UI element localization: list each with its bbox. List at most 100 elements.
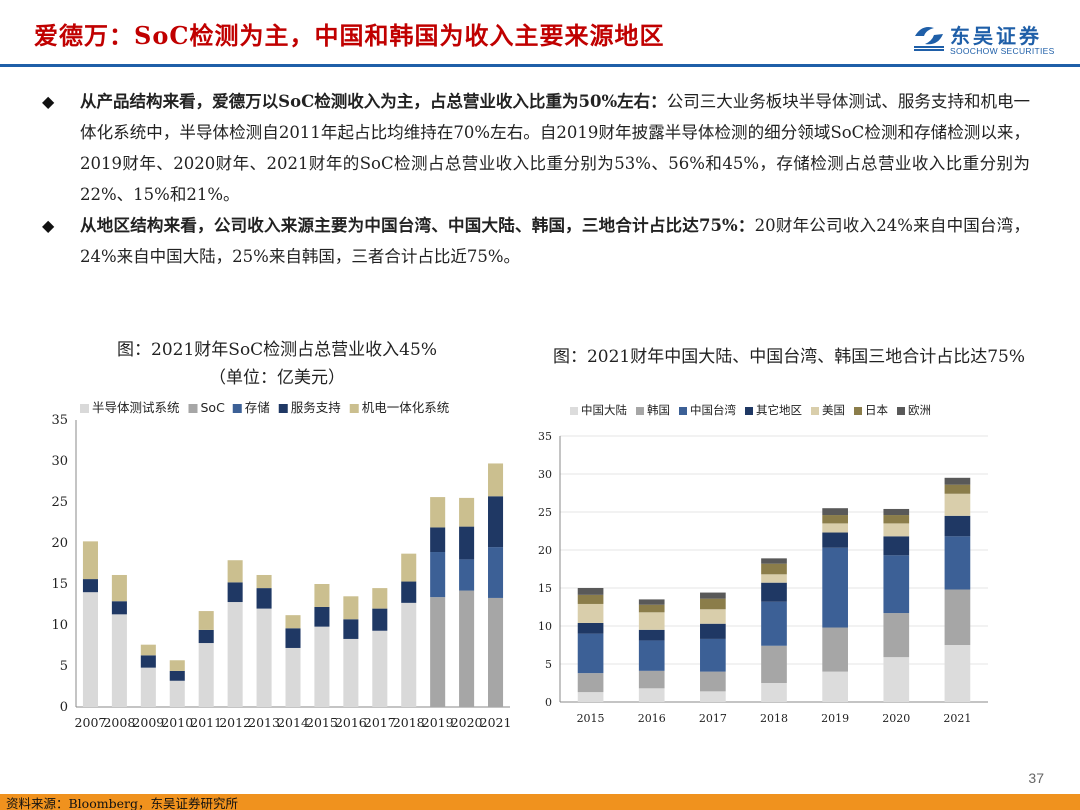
- bar-segment: [198, 643, 214, 707]
- legend-swatch: [745, 407, 753, 415]
- bar-segment: [314, 626, 330, 707]
- x-tick-label: 2015: [577, 712, 605, 724]
- bullet-heading: 从产品结构来看，爱德万以SoC检测收入为主，占总营业收入比重为50%左右：: [80, 92, 667, 111]
- legend-item: 中国台湾: [679, 403, 736, 417]
- legend-item: 半导体测试系统: [80, 400, 180, 415]
- revenue-by-region-chart: 中国大陆 韩国 中国台湾 其它地区 美国 日本 欧洲 0 5 10 15 20 25 30 35 2015 20…: [530, 394, 1000, 724]
- bar-segment: [944, 536, 971, 590]
- y-tick-label: 30: [538, 468, 552, 481]
- x-tick-label: 2012: [219, 715, 251, 730]
- bar-segment: [343, 596, 359, 620]
- bar-segment: [638, 629, 665, 641]
- bar-segment: [761, 558, 787, 564]
- y-tick-label: 30: [51, 454, 68, 469]
- legend-swatch: [232, 404, 242, 413]
- chart-svg: 中国大陆 韩国 中国台湾 其它地区 美国 日本 欧洲 0 5 10 15 20 25 30 35 2015 20…: [538, 403, 988, 724]
- bar-segment: [169, 670, 185, 681]
- bar-segment: [227, 602, 243, 707]
- legend-swatch: [811, 407, 819, 415]
- legend-swatch: [278, 404, 288, 413]
- x-tick-label: 2017: [699, 712, 727, 724]
- bar-segment: [822, 627, 848, 672]
- bar-segment: [227, 582, 243, 603]
- bar-segment: [883, 613, 910, 658]
- bar-segment: [638, 612, 665, 630]
- bar-segment: [822, 532, 848, 548]
- page-title: 爱德万：SoC检测为主，中国和韩国为收入主要来源地区: [34, 21, 665, 50]
- bar-segment: [256, 588, 272, 609]
- bar-segment: [577, 603, 604, 623]
- y-tick-label: 20: [538, 544, 552, 557]
- y-tick-label: 35: [51, 413, 68, 428]
- y-tick-label: 25: [538, 506, 552, 519]
- bar-segment: [430, 527, 446, 553]
- bar-segment: [761, 601, 787, 646]
- bar-segment: [883, 555, 910, 614]
- x-tick-label: 2009: [132, 715, 164, 730]
- bar-segment: [577, 673, 604, 693]
- bar-segment: [577, 633, 604, 674]
- x-tick-label: 2019: [821, 712, 849, 724]
- bar-segment: [169, 680, 185, 707]
- bar-segment: [169, 660, 185, 671]
- bar-segment: [285, 647, 301, 707]
- bar-segment: [285, 615, 301, 629]
- bar-segment: [401, 553, 417, 582]
- x-tick-label: 2014: [277, 715, 309, 730]
- y-tick-label: 25: [51, 495, 68, 510]
- bar-segment: [459, 590, 475, 707]
- bar-segment: [488, 463, 504, 497]
- bar-segment: [256, 608, 272, 707]
- legend-label: 半导体测试系统: [92, 400, 180, 415]
- legend-swatch: [636, 407, 644, 415]
- y-tick-label: 15: [51, 577, 68, 592]
- bar-segment: [459, 497, 475, 527]
- bar-segment: [140, 655, 156, 668]
- x-tick-label: 2010: [161, 715, 193, 730]
- x-tick-label: 2020: [882, 712, 910, 724]
- legend-swatch: [349, 404, 359, 413]
- y-tick-label: 10: [538, 620, 552, 633]
- bar-segment: [761, 645, 787, 683]
- header: 爱德万：SoC检测为主，中国和韩国为收入主要来源地区 东吴证券 SOOCHOW …: [0, 0, 1080, 68]
- bar-segment: [761, 574, 787, 583]
- x-tick-label: 2017: [364, 715, 396, 730]
- bar-segment: [700, 623, 726, 639]
- legend-swatch: [897, 407, 905, 415]
- bar-segment: [822, 671, 848, 702]
- bar-segment: [638, 670, 665, 689]
- bar-segment: [883, 536, 910, 556]
- bar-segment: [700, 691, 726, 702]
- y-tick-label: 15: [538, 582, 552, 595]
- legend-swatch: [854, 407, 862, 415]
- bar-segment: [944, 493, 971, 516]
- y-tick-label: 35: [538, 430, 552, 443]
- legend-item: 存储: [232, 400, 270, 415]
- bar-segment: [256, 574, 272, 589]
- chart-svg: 半导体测试系统 SoC 存储 服务支持 机电一体化系统 0 5 10 15 20 25 30 35 200…: [51, 400, 511, 730]
- bar-segment: [372, 588, 388, 609]
- chart2-title: 图：2021财年中国大陆、中国台湾、韩国三地合计占比达75%: [506, 343, 1072, 371]
- bar-segment: [822, 515, 848, 524]
- logo-chinese-name: 东吴证券: [950, 24, 1042, 48]
- bar-segment: [82, 592, 98, 707]
- legend-label: 美国: [822, 403, 845, 417]
- bar-segment: [459, 526, 475, 560]
- diamond-bullet-icon: ◆: [42, 92, 55, 111]
- bar-segment: [638, 688, 665, 702]
- bar-segment: [944, 515, 971, 537]
- bar-segment: [111, 574, 127, 602]
- bullet-text: 20财年公司收入24%来自中国台湾，24%来自中国大陆，25%来自韩国，三者合计…: [80, 216, 1030, 266]
- legend-label: 其它地区: [756, 403, 802, 417]
- bar-segment: [430, 597, 446, 707]
- diamond-bullet-icon: ◆: [42, 216, 55, 235]
- bar-segment: [111, 614, 127, 707]
- bar-segment: [82, 541, 98, 580]
- bar-segment: [700, 592, 726, 599]
- legend-item: 机电一体化系统: [349, 400, 449, 415]
- y-tick-label: 20: [51, 536, 68, 551]
- bar-segment: [285, 628, 301, 648]
- legend-label: 中国大陆: [581, 403, 627, 417]
- legend-label: 服务支持: [291, 400, 341, 415]
- legend-swatch: [80, 404, 89, 413]
